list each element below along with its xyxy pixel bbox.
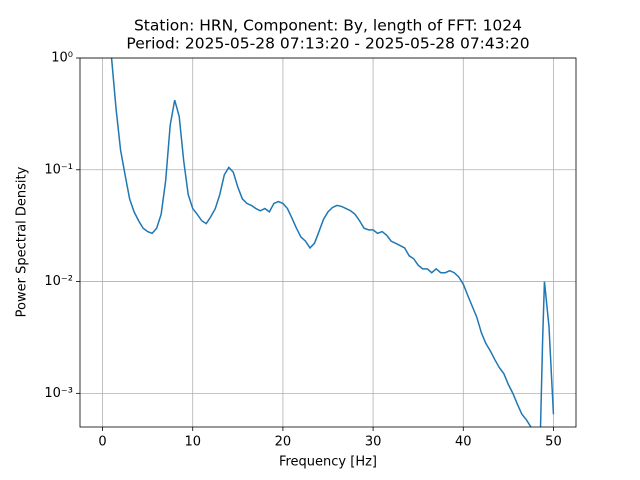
x-tick-label: 40 — [455, 435, 472, 450]
x-tick-label: 20 — [275, 435, 292, 450]
chart-title: Station: HRN, Component: By, length of F… — [134, 17, 522, 35]
x-tick-label: 30 — [365, 435, 382, 450]
x-tick-label: 0 — [98, 435, 106, 450]
chart-subtitle: Period: 2025-05-28 07:13:20 - 2025-05-28… — [126, 35, 529, 53]
data-line — [110, 58, 555, 427]
y-tick-label: 10⁻¹ — [44, 162, 73, 177]
y-axis-label: Power Spectral Density — [15, 166, 30, 317]
y-tick-label: 10⁻² — [44, 274, 73, 289]
y-tick-label: 10⁰ — [51, 51, 73, 66]
x-tick-label: 50 — [545, 435, 562, 450]
x-axis-label: Frequency [Hz] — [279, 455, 377, 470]
plot-frame — [79, 57, 577, 428]
y-tick-label: 10⁻³ — [44, 386, 73, 401]
x-tick-label: 10 — [184, 435, 201, 450]
